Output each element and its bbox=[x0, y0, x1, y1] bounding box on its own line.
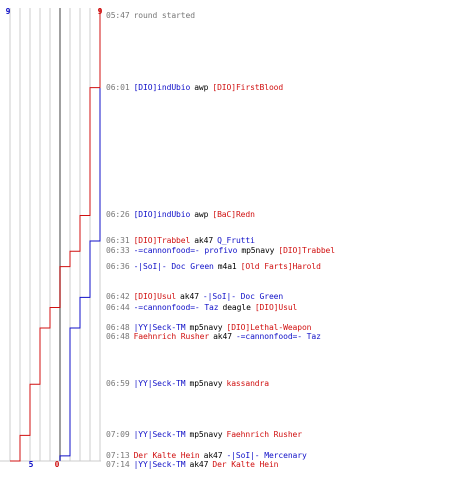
event-message: round started bbox=[133, 11, 195, 20]
killer-name: Faehnrich Rusher bbox=[133, 332, 210, 341]
round-start-entry: 05:47 round started bbox=[106, 11, 199, 20]
event-time: 07:13 bbox=[106, 450, 130, 460]
weapon-name: ak47 bbox=[203, 450, 223, 460]
victim-name: [BaC]Redn bbox=[212, 210, 255, 220]
event-time: 06:36 bbox=[106, 261, 130, 271]
victim-name: -|SoI|- Mercenary bbox=[226, 450, 307, 460]
blue-team-line bbox=[59, 8, 101, 461]
victim-name: [DIO]FirstBlood bbox=[212, 82, 284, 92]
event-time: 05:47 bbox=[106, 11, 130, 20]
event-time: 07:09 bbox=[106, 430, 130, 440]
killer-name: |YY|Seck-TM bbox=[133, 379, 186, 389]
event-time: 06:48 bbox=[106, 323, 130, 332]
event-time: 06:59 bbox=[106, 379, 130, 389]
victim-name: Der Kalte Hein bbox=[212, 459, 279, 469]
red-team-line bbox=[10, 8, 101, 462]
killer-name: -=cannonfood=- profivo bbox=[133, 246, 238, 256]
weapon-name: mp5navy bbox=[241, 246, 275, 256]
weapon-name: mp5navy bbox=[189, 379, 223, 389]
kill-entry: 06:48 |YY|Seck-TM mp5navy [DIO]Lethal-Weapo… bbox=[106, 323, 315, 332]
victim-name: [DIO]Usul bbox=[254, 302, 298, 312]
event-time: 06:26 bbox=[106, 210, 130, 220]
killer-name: -=cannonfood=- Taz bbox=[133, 302, 219, 312]
event-time: 06:31 bbox=[106, 236, 130, 246]
event-time: 06:42 bbox=[106, 292, 130, 302]
kill-entry: 06:48 Faehnrich Rusher ak47 -=cannonfood=- … bbox=[106, 332, 325, 341]
red-start-count: 9 bbox=[98, 7, 103, 16]
weapon-name: ak47 bbox=[189, 459, 209, 469]
event-time: 06:33 bbox=[106, 246, 130, 256]
killer-name: [DIO]Trabbel bbox=[133, 236, 191, 246]
weapon-name: deagle bbox=[222, 302, 251, 312]
weapon-name: ak47 bbox=[180, 292, 199, 302]
event-time: 06:48 bbox=[106, 332, 130, 341]
killer-name: |YY|Seck-TM bbox=[133, 430, 186, 440]
weapon-name: m4a1 bbox=[217, 261, 237, 271]
kill-entry: 06:44 -=cannonfood=- Taz deagle [DIO]Usul bbox=[106, 303, 301, 312]
weapon-name: awp bbox=[194, 210, 209, 220]
weapon-name: mp5navy bbox=[189, 430, 223, 440]
victim-name: Q_Frutti bbox=[217, 236, 255, 246]
event-time: 06:44 bbox=[106, 302, 130, 312]
victim-name: [Old Farts]Harold bbox=[240, 261, 321, 271]
kill-entry: 06:26 [DIO]indUbio awp [BaC]Redn bbox=[106, 210, 259, 219]
kill-entry: 06:42 [DIO]Usul ak47 -|SoI|- Doc Green bbox=[106, 292, 287, 301]
event-time: 06:01 bbox=[106, 82, 130, 92]
kill-entry: 07:09 |YY|Seck-TM mp5navy Faehnrich Rusher bbox=[106, 430, 306, 439]
kill-entry: 06:01 [DIO]indUbio awp [DIO]FirstBlood bbox=[106, 83, 287, 92]
round-timeline-graph: 9 9 5 0 bbox=[0, 7, 103, 469]
killer-name: [DIO]indUbio bbox=[133, 210, 191, 220]
killer-name: Der Kalte Hein bbox=[133, 450, 200, 460]
event-time: 07:14 bbox=[106, 459, 130, 469]
weapon-name: ak47 bbox=[213, 332, 232, 341]
killer-name: [DIO]indUbio bbox=[133, 82, 191, 92]
blue-start-count: 9 bbox=[6, 7, 11, 16]
victim-name: -=cannonfood=- Taz bbox=[235, 332, 321, 341]
victim-name: Faehnrich Rusher bbox=[226, 430, 303, 440]
victim-name: [DIO]Trabbel bbox=[278, 246, 335, 256]
killer-name: |YY|Seck-TM bbox=[133, 323, 186, 332]
kill-entry: 06:31 [DIO]Trabbel ak47 Q_Frutti bbox=[106, 236, 259, 245]
blue-end-count: 5 bbox=[29, 460, 34, 469]
killer-name: -|SoI|- Doc Green bbox=[133, 261, 214, 271]
kill-entry: 06:33 -=cannonfood=- profivo mp5navy [DIO]T… bbox=[106, 246, 339, 255]
kill-entry: 07:13 Der Kalte Hein ak47 -|SoI|- Mercenary bbox=[106, 451, 311, 460]
kill-entry: 07:14 |YY|Seck-TM ak47 Der Kalte Hein bbox=[106, 460, 282, 469]
killer-name: [DIO]Usul bbox=[133, 292, 177, 302]
weapon-name: mp5navy bbox=[189, 323, 223, 332]
weapon-name: awp bbox=[194, 82, 209, 92]
red-end-count: 0 bbox=[55, 460, 60, 469]
killer-name: |YY|Seck-TM bbox=[133, 459, 186, 469]
kill-entry: 06:59 |YY|Seck-TM mp5navy kassandra bbox=[106, 379, 273, 388]
victim-name: -|SoI|- Doc Green bbox=[202, 292, 284, 302]
kill-entry: 06:36 -|SoI|- Doc Green m4a1 [Old Farts]Har… bbox=[106, 262, 325, 271]
weapon-name: ak47 bbox=[194, 236, 214, 246]
victim-name: [DIO]Lethal-Weapon bbox=[226, 323, 312, 332]
victim-name: kassandra bbox=[226, 379, 270, 389]
